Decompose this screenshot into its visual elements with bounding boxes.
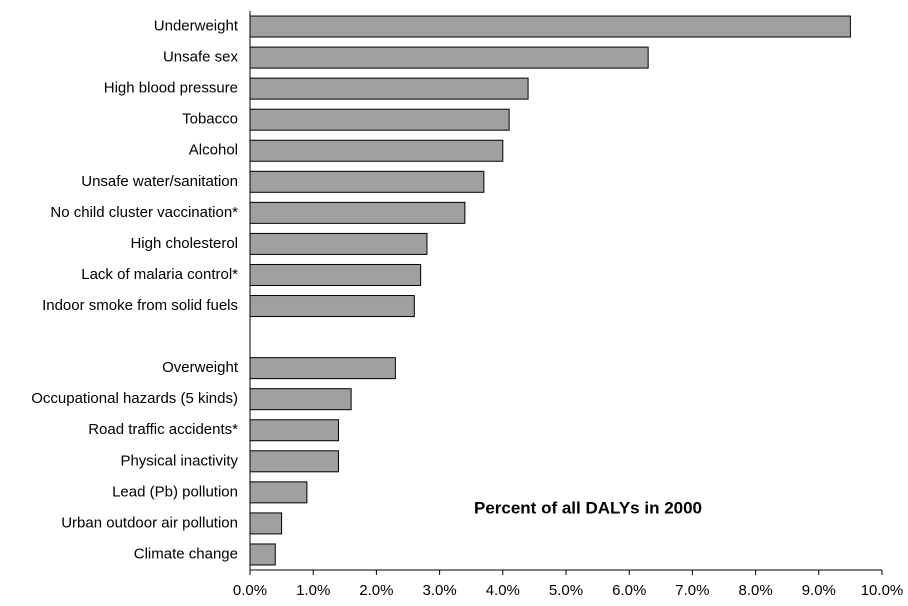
- annotation: Percent of all DALYs in 2000: [474, 498, 702, 517]
- bar: [249, 15, 851, 38]
- bar: [249, 108, 510, 131]
- bar: [249, 77, 529, 100]
- x-tick-label: 1.0%: [296, 582, 330, 599]
- x-tick-label: 10.0%: [861, 582, 904, 599]
- x-tick-label: 4.0%: [486, 582, 520, 599]
- bar: [249, 450, 339, 473]
- y-tick-label: Occupational hazards (5 kinds): [31, 390, 238, 407]
- y-tick-label: Indoor smoke from solid fuels: [42, 297, 238, 314]
- bar: [249, 232, 428, 255]
- y-tick-label: Unsafe sex: [163, 49, 239, 66]
- y-tick-label: Overweight: [162, 359, 239, 376]
- bar: [249, 357, 396, 380]
- x-tick-label: 5.0%: [549, 582, 583, 599]
- y-tick-label: Physical inactivity: [120, 452, 238, 469]
- bar: [249, 295, 415, 318]
- bar: [249, 201, 466, 224]
- y-tick-label: Lead (Pb) pollution: [112, 483, 238, 500]
- x-tick-label: 7.0%: [675, 582, 709, 599]
- bar: [249, 543, 276, 566]
- y-tick-label: Road traffic accidents*: [88, 421, 238, 438]
- bar: [249, 512, 283, 535]
- y-tick-label: Underweight: [154, 17, 239, 34]
- bar: [249, 139, 504, 162]
- x-tick-label: 9.0%: [802, 582, 836, 599]
- y-tick-label: Tobacco: [182, 111, 238, 128]
- x-tick-label: 8.0%: [738, 582, 772, 599]
- y-tick-label: Lack of malaria control*: [81, 266, 238, 283]
- x-tick-label: 2.0%: [359, 582, 393, 599]
- x-tick-label: 6.0%: [612, 582, 646, 599]
- bar: [249, 481, 308, 504]
- bar: [249, 170, 485, 193]
- x-tick-label: 3.0%: [422, 582, 456, 599]
- bar: [249, 46, 649, 69]
- bar: [249, 388, 352, 411]
- y-tick-label: Urban outdoor air pollution: [61, 514, 238, 531]
- y-tick-label: High blood pressure: [104, 80, 238, 97]
- y-tick-label: No child cluster vaccination*: [50, 204, 238, 221]
- bar: [249, 419, 339, 442]
- y-tick-label: Unsafe water/sanitation: [81, 173, 238, 190]
- bar: [249, 263, 422, 286]
- y-tick-label: Climate change: [134, 545, 238, 562]
- y-tick-label: Alcohol: [189, 142, 238, 159]
- x-tick-label: 0.0%: [233, 582, 267, 599]
- y-tick-label: High cholesterol: [130, 235, 238, 252]
